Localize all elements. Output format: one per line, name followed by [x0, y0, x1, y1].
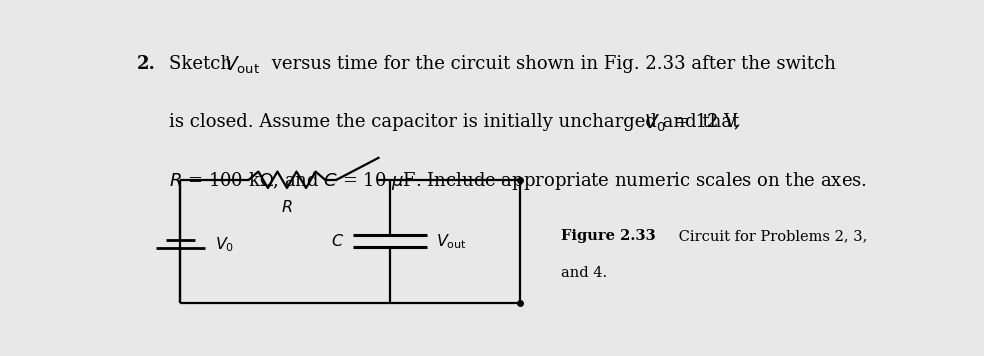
Text: 2.: 2. [137, 55, 155, 73]
Text: and 4.: and 4. [562, 266, 608, 280]
Text: Figure 2.33: Figure 2.33 [562, 229, 656, 243]
Text: $V_{\rm out}$: $V_{\rm out}$ [224, 55, 261, 76]
Text: = 12 V,: = 12 V, [669, 112, 740, 131]
Text: is closed. Assume the capacitor is initially uncharged and that: is closed. Assume the capacitor is initi… [169, 112, 745, 131]
Text: Sketch: Sketch [169, 55, 237, 73]
Text: $C$: $C$ [331, 233, 344, 250]
Text: $V_0$: $V_0$ [215, 235, 234, 253]
Text: versus time for the circuit shown in Fig. 2.33 after the switch: versus time for the circuit shown in Fig… [267, 55, 836, 73]
Text: $R$ = 100 k$\Omega$, and $C$ = 10 $\mu$F. Include appropriate numeric scales on : $R$ = 100 k$\Omega$, and $C$ = 10 $\mu$F… [169, 170, 867, 192]
Text: $V_0$: $V_0$ [644, 112, 666, 134]
Text: Circuit for Problems 2, 3,: Circuit for Problems 2, 3, [674, 229, 867, 243]
Text: $V_{\rm out}$: $V_{\rm out}$ [436, 232, 466, 251]
Text: $R$: $R$ [281, 199, 293, 216]
